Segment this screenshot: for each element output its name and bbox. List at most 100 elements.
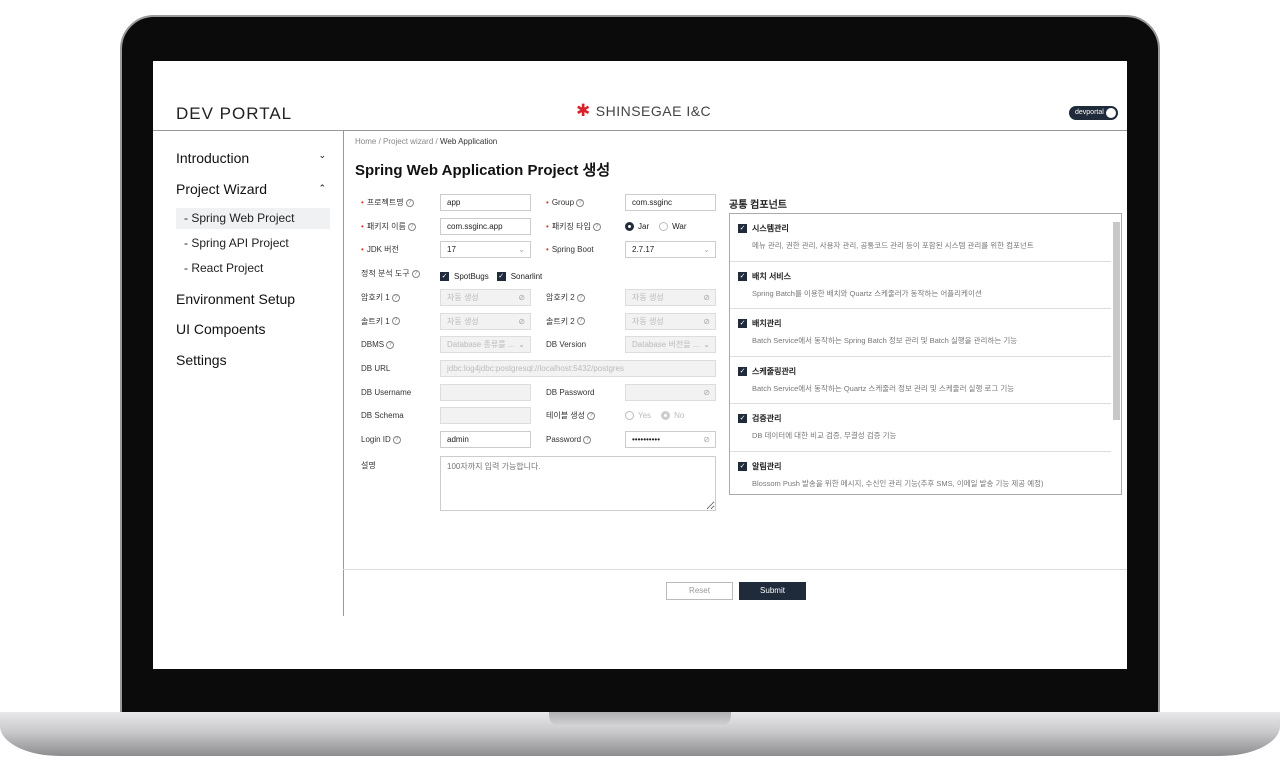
- breadcrumb-separator: /: [378, 137, 381, 146]
- component-name-row: ✓ 알림관리: [738, 461, 1111, 472]
- submit-button[interactable]: Submit: [739, 582, 806, 600]
- help-icon[interactable]: ?: [583, 435, 592, 444]
- eye-off-icon[interactable]: ⊘: [518, 316, 525, 326]
- checkbox-label: SpotBugs: [454, 272, 489, 282]
- checkbox-option[interactable]: ✓ SpotBugs: [440, 268, 489, 285]
- checkbox-checked-icon[interactable]: ✓: [738, 366, 747, 376]
- radio-option[interactable]: War: [659, 218, 687, 235]
- brand-logo: ✱ SHINSEGAE I&C: [576, 101, 711, 121]
- field-패키지-이름-input[interactable]: com.ssginc.app: [440, 217, 531, 235]
- sidebar-item-project-wizard[interactable]: Project Wizard ⌃: [176, 181, 326, 197]
- sidebar-subitem-react-project[interactable]: - React Project: [184, 261, 264, 275]
- component-name: 스케줄링관리: [752, 366, 797, 376]
- radio-button[interactable]: [659, 221, 669, 231]
- help-icon[interactable]: ?: [386, 341, 395, 350]
- components-title: 공통 컴포넌트: [729, 200, 787, 211]
- reset-button[interactable]: Reset: [666, 582, 733, 600]
- component-name-row: ✓ 배치관리: [738, 318, 1111, 329]
- field-label-text: DB Username: [361, 387, 412, 397]
- help-icon[interactable]: ?: [391, 317, 400, 326]
- required-marker: •: [546, 221, 549, 231]
- field-label-text: 솔트키 1: [361, 316, 390, 326]
- field-value: 2.7.17: [632, 245, 655, 255]
- sidebar-item-label: Project Wizard: [176, 181, 268, 197]
- sidebar-item-settings[interactable]: Settings: [176, 352, 227, 368]
- field-label: • JDK 버전: [361, 241, 399, 258]
- brand-name: SHINSEGAE I&C: [595, 103, 712, 119]
- field-group-input[interactable]: com.ssginc: [625, 194, 716, 211]
- field-value: com.ssginc: [632, 198, 673, 207]
- field-jdk-버전-select[interactable]: 17 ⌄: [440, 241, 531, 259]
- sidebar-item-label: Introduction: [176, 150, 250, 166]
- field-label: • Spring Boot: [546, 241, 594, 258]
- eye-off-icon[interactable]: ⊘: [703, 387, 710, 397]
- field-label-text: Login ID: [361, 435, 391, 444]
- field-db-password-input: ⊘: [625, 383, 716, 401]
- help-icon[interactable]: ?: [576, 317, 585, 326]
- radio-button: [661, 411, 671, 421]
- chevron-down-icon: ⌄: [703, 245, 710, 255]
- dev-portal-logo[interactable]: DEV PORTAL: [176, 104, 293, 123]
- field-label: DB Username: [361, 384, 411, 401]
- component-name: 배치관리: [752, 319, 782, 328]
- devportal-toggle[interactable]: devportal: [1069, 106, 1118, 120]
- help-icon[interactable]: ?: [576, 293, 585, 302]
- help-icon[interactable]: ?: [405, 198, 414, 207]
- checkbox-checked-icon[interactable]: ✓: [738, 461, 747, 471]
- sidebar-item-introduction[interactable]: Introduction ⌄: [176, 150, 326, 166]
- description-label: 설명: [361, 461, 376, 470]
- checkbox-option[interactable]: ✓ Sonarlint: [496, 268, 542, 285]
- field-value: ••••••••••: [632, 435, 661, 444]
- checkbox-checked-icon[interactable]: ✓: [738, 319, 747, 328]
- field-프로젝트명-input[interactable]: app: [440, 194, 531, 211]
- help-icon[interactable]: ?: [587, 412, 596, 421]
- chevron-up-icon: ⌃: [318, 183, 326, 193]
- help-icon[interactable]: ?: [576, 198, 585, 207]
- radio-button[interactable]: [625, 221, 634, 231]
- component-item: ✓ 배치 서비스 Spring Batch를 이용한 배치와 Quartz 스케줄러…: [730, 262, 1111, 309]
- component-description: DB 데이터에 대한 비교 검증, 무결성 검증 기능: [752, 431, 897, 440]
- help-icon[interactable]: ?: [411, 269, 420, 278]
- eye-off-icon[interactable]: ⊘: [703, 292, 710, 302]
- component-item: ✓ 시스템관리 메뉴 관리, 권한 관리, 사용자 관리, 공통코드 관리 등이 포…: [730, 214, 1111, 262]
- field-label: Password?: [546, 431, 592, 448]
- required-marker: •: [361, 221, 364, 231]
- field-솔트키-2-input: 자동 생성 ⊘: [625, 312, 716, 330]
- help-icon[interactable]: ?: [407, 222, 416, 231]
- field-label-text: 패키지 이름: [366, 221, 406, 231]
- scrollbar[interactable]: [1113, 222, 1120, 420]
- checkbox-group: ✓ SpotBugs ✓ Sonarlint: [440, 265, 550, 285]
- checkbox-checked-icon[interactable]: ✓: [738, 271, 747, 281]
- checkbox-checked-icon[interactable]: ✓: [496, 272, 506, 282]
- breadcrumb-home[interactable]: Home: [355, 137, 377, 146]
- field-label-text: 암호키 1: [361, 292, 390, 302]
- component-name: 검증관리: [752, 414, 782, 423]
- checkbox-checked-icon[interactable]: ✓: [738, 224, 747, 233]
- field-value: 자동 생성: [632, 292, 664, 302]
- field-spring-boot-select[interactable]: 2.7.17 ⌄: [625, 241, 716, 259]
- sidebar-subitem-spring-api-project[interactable]: - Spring API Project: [184, 236, 289, 250]
- field-value: Database 종류를 ...: [447, 340, 515, 350]
- laptop-notch: [549, 712, 731, 727]
- checkbox-checked-icon[interactable]: ✓: [738, 414, 747, 423]
- breadcrumb-separator: /: [435, 137, 438, 146]
- eye-off-icon[interactable]: ⊘: [703, 435, 710, 444]
- component-description: Batch Service에서 동작하는 Spring Batch 정보 관리 …: [752, 336, 1018, 345]
- help-icon[interactable]: ?: [391, 293, 400, 302]
- description-textarea[interactable]: [440, 456, 716, 511]
- required-marker: •: [546, 245, 549, 255]
- sidebar-subitem-spring-web-project[interactable]: - Spring Web Project: [176, 208, 330, 229]
- sidebar-item-environment-setup[interactable]: Environment Setup: [176, 291, 296, 307]
- sidebar-item-ui-components[interactable]: UI Compoents: [176, 321, 266, 337]
- radio-option[interactable]: Jar: [625, 218, 649, 235]
- field-label: • 프로젝트명?: [361, 194, 414, 211]
- help-icon[interactable]: ?: [592, 222, 601, 231]
- help-icon[interactable]: ?: [392, 435, 401, 444]
- eye-off-icon[interactable]: ⊘: [703, 316, 710, 326]
- field-login-id-input[interactable]: admin: [440, 431, 531, 448]
- field-password-input[interactable]: •••••••••• ⊘: [625, 431, 716, 448]
- radio-label: Jar: [638, 221, 650, 231]
- breadcrumb-project-wizard[interactable]: Project wizard: [383, 137, 434, 146]
- eye-off-icon[interactable]: ⊘: [518, 292, 525, 302]
- checkbox-checked-icon[interactable]: ✓: [440, 272, 449, 282]
